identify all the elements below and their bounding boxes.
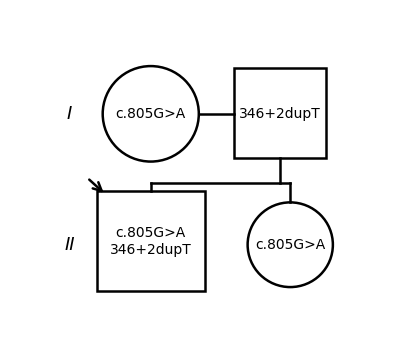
Text: II: II (64, 236, 75, 254)
Text: c.805G>A: c.805G>A (255, 238, 325, 252)
Bar (234, 67, 326, 159)
Bar (96, 191, 205, 291)
Text: 346+2dupT: 346+2dupT (239, 107, 321, 121)
Text: 346+2dupT: 346+2dupT (110, 243, 192, 257)
Text: c.805G>A: c.805G>A (116, 107, 186, 121)
Text: c.805G>A: c.805G>A (116, 226, 186, 240)
Text: I: I (67, 105, 72, 123)
